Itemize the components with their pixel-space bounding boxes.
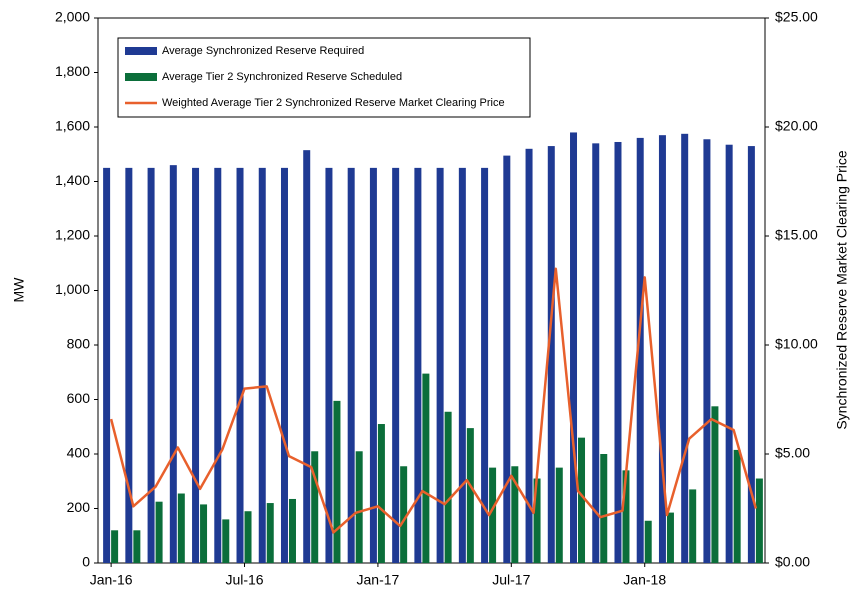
bar	[711, 406, 719, 563]
bar	[525, 148, 533, 564]
bar	[369, 167, 377, 563]
legend-label: Weighted Average Tier 2 Synchronized Res…	[162, 97, 505, 109]
bar	[333, 400, 341, 563]
y-tick-label: 800	[67, 336, 91, 352]
bar	[147, 167, 155, 563]
bar	[733, 449, 741, 563]
y2-tick-label: $15.00	[775, 227, 818, 243]
bar	[511, 466, 519, 563]
bar	[192, 167, 200, 563]
bar	[622, 470, 630, 563]
bar	[547, 146, 555, 563]
y-tick-label: 2,000	[55, 9, 90, 25]
bar	[377, 424, 385, 563]
bar	[466, 428, 474, 563]
x-tick-label: Jan-16	[90, 572, 133, 588]
bar	[325, 167, 333, 563]
y-tick-label: 1,600	[55, 118, 90, 134]
bar	[689, 489, 697, 563]
y-tick-label: 1,200	[55, 227, 90, 243]
bar	[578, 437, 586, 563]
bar	[169, 165, 177, 563]
bar	[570, 132, 578, 563]
bar	[155, 501, 163, 563]
y-tick-label: 600	[67, 390, 91, 406]
bar	[214, 167, 222, 563]
bar	[103, 167, 111, 563]
bar	[258, 167, 266, 563]
bar	[681, 133, 689, 563]
bar	[236, 167, 244, 563]
bar	[280, 167, 288, 563]
price-line	[109, 267, 758, 534]
y2-tick-label: $5.00	[775, 445, 810, 461]
y-tick-label: 400	[67, 445, 91, 461]
bar	[481, 167, 489, 563]
bar	[555, 467, 563, 563]
y-tick-label: 1,000	[55, 281, 90, 297]
legend-box	[117, 37, 531, 118]
bar	[311, 451, 319, 563]
bar	[600, 454, 608, 563]
y2-tick-label: $10.00	[775, 336, 818, 352]
bar	[111, 530, 119, 563]
legend-label: Average Synchronized Reserve Required	[162, 45, 364, 57]
bar	[244, 511, 252, 563]
bar	[458, 167, 466, 563]
bar	[636, 137, 644, 563]
bar	[503, 155, 511, 564]
bar	[666, 512, 674, 563]
bar	[658, 135, 666, 564]
bar	[747, 146, 755, 563]
bar	[125, 167, 133, 563]
bar	[444, 411, 452, 563]
y-tick-label: 0	[82, 554, 90, 570]
x-tick-label: Jul-16	[225, 572, 263, 588]
y2-tick-label: $25.00	[775, 9, 818, 25]
bar	[533, 478, 541, 563]
bar	[288, 498, 296, 563]
legend-label: Average Tier 2 Synchronized Reserve Sche…	[162, 71, 402, 83]
y-tick-label: 1,400	[55, 172, 90, 188]
bar	[436, 167, 444, 563]
x-tick-label: Jul-17	[492, 572, 530, 588]
bar	[355, 451, 363, 563]
y2-tick-label: $20.00	[775, 118, 818, 134]
bar	[703, 139, 711, 563]
bar	[755, 478, 763, 563]
bar	[489, 467, 497, 563]
y-tick-label: 200	[67, 499, 91, 515]
bar	[614, 141, 622, 564]
bar	[266, 503, 274, 563]
legend-swatch	[125, 47, 157, 55]
y-tick-label: 1,800	[55, 63, 90, 79]
bar	[133, 530, 141, 563]
legend-swatch	[125, 73, 157, 81]
bar	[400, 466, 408, 563]
bar	[644, 520, 652, 563]
bar	[392, 167, 400, 563]
y2-axis-label: Synchronized Reserve Market Clearing Pri…	[834, 150, 850, 430]
bar	[222, 519, 230, 563]
y-axis-label: MW	[11, 277, 27, 303]
bar	[592, 143, 600, 563]
bar	[414, 167, 422, 563]
x-tick-label: Jan-18	[623, 572, 666, 588]
bar	[303, 150, 311, 563]
x-tick-label: Jan-17	[357, 572, 400, 588]
bar	[200, 504, 208, 563]
bar	[177, 493, 185, 563]
bar	[347, 167, 355, 563]
y2-tick-label: $0.00	[775, 554, 810, 570]
bar	[422, 373, 430, 563]
bar	[725, 144, 733, 563]
